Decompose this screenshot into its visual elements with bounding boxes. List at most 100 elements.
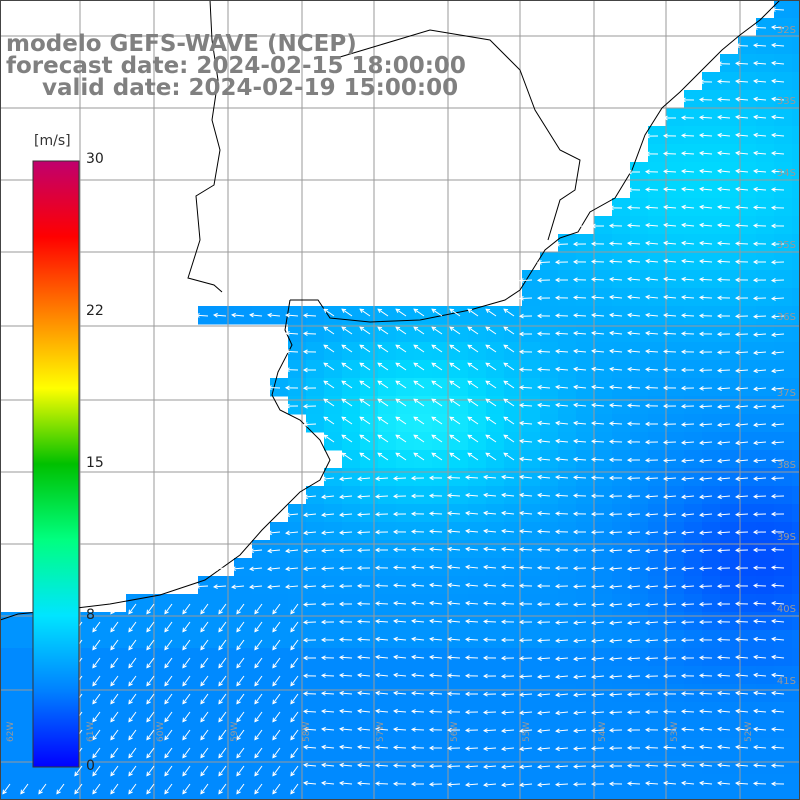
wind-arrow [718,206,731,209]
wind-arrow-head [698,295,704,300]
wind-arrow-head [410,493,416,499]
wind-arrow [375,746,389,749]
wind-arrow-head [200,663,205,669]
wind-arrow-head [518,367,524,373]
wind-arrow [628,603,641,606]
wind-arrow-head [485,326,491,332]
wind-arrow-head [449,308,455,314]
wind-arrow [537,386,551,389]
wind-arrow-head [752,60,758,66]
wind-arrow-head [501,510,506,516]
wind-arrow-head [609,638,614,644]
wind-arrow-head [356,547,362,553]
wind-arrow-head [752,332,758,337]
wind-arrow [110,639,119,651]
wind-arrow-head [501,746,506,752]
wind-arrow [753,62,767,65]
wind-arrow [628,549,641,552]
wind-arrow-head [503,416,509,422]
wind-arrow-head [609,674,614,680]
wind-arrow-head [554,638,560,644]
wind-arrow [218,783,227,795]
wind-arrow-head [681,458,686,464]
wind-arrow-head [213,312,218,318]
wind-arrow [645,657,659,660]
wind-arrow [182,765,191,777]
wind-arrow [2,783,11,795]
wind-arrow-head [699,150,704,156]
wind-arrow-head [359,344,365,350]
wind-arrow-head [680,655,686,661]
wind-arrow [236,783,245,795]
wind-arrow [92,711,101,723]
wind-arrow [92,783,101,795]
wind-arrow-head [572,259,578,265]
wind-arrow [718,495,731,498]
wind-arrow [735,620,749,623]
wind-arrow-head [429,636,434,642]
wind-arrow-head [716,655,722,660]
wind-arrow-head [446,673,452,678]
wind-arrow [218,729,227,741]
wind-arrow-head [231,566,236,572]
wind-arrow-head [699,494,704,500]
wind-arrow-head [591,366,596,372]
wind-arrow [646,567,659,570]
wind-arrow-head [626,241,632,246]
wind-arrow [200,747,209,759]
wind-arrow-head [128,663,133,669]
wind-arrow-head [377,380,383,386]
wind-arrow-head [146,717,151,723]
wind-arrow-head [573,674,578,680]
wind-arrow [591,278,605,281]
wind-arrow [322,728,335,731]
wind-arrow-head [770,781,776,787]
wind-arrow [236,657,245,669]
wind-arrow-head [320,601,326,607]
wind-arrow-head [680,602,686,607]
wind-arrow-head [626,709,632,715]
wind-arrow [609,549,623,552]
wind-arrow-head [302,349,308,355]
wind-arrow [164,711,173,723]
wind-arrow-head [770,600,776,606]
wind-arrow [646,549,659,552]
wind-arrow-head [290,609,295,615]
wind-arrow [254,621,263,633]
wind-arrow-head [644,745,650,750]
wind-arrow [484,566,497,569]
wind-arrow-head [411,672,416,678]
wind-arrow-head [356,654,362,660]
wind-arrow-head [645,276,650,282]
wind-arrow [484,494,497,497]
wind-arrow-head [572,565,578,571]
wind-arrow [754,728,767,731]
wind-arrow [272,693,281,705]
wind-arrow [164,675,173,687]
wind-arrow-head [464,492,470,498]
wind-arrow-head [483,764,488,770]
wind-arrow-head [555,366,560,372]
wind-arrow-head [608,763,614,769]
wind-arrow [663,477,677,480]
wind-arrow [771,477,785,480]
wind-arrow [627,693,641,696]
wind-arrow [754,369,767,372]
wind-arrow [357,656,371,659]
wind-arrow-head [464,709,470,715]
wind-arrow-head [449,326,455,332]
wind-arrow [92,657,101,669]
wind-arrow-head [554,583,560,589]
wind-arrow [538,765,551,768]
wind-arrow [646,531,659,534]
wind-arrow-head [128,609,133,615]
lat-label: 34S [776,168,796,179]
wind-arrow [574,657,587,660]
wind-arrow-head [411,600,416,606]
wind-arrow-head [608,259,614,264]
wind-arrow-head [164,609,169,615]
wind-arrow [574,639,587,642]
wind-arrow-head [374,583,380,589]
wind-arrow-head [254,753,259,759]
wind-arrow [556,693,569,696]
